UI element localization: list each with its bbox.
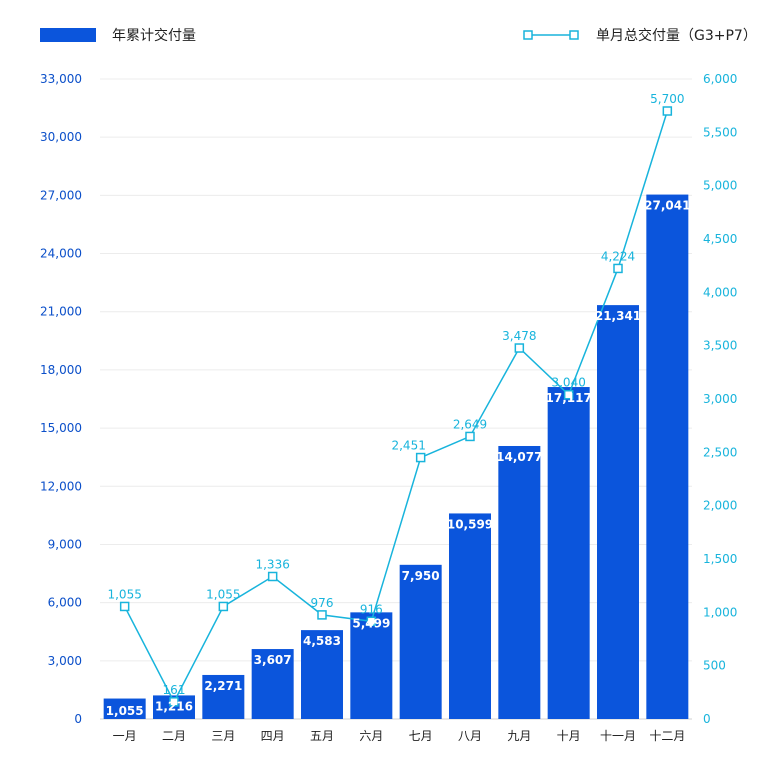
gridlines: [100, 78, 692, 720]
bar-value-label: 4,583: [303, 634, 341, 648]
bar: [202, 674, 245, 719]
line-point: [267, 571, 278, 582]
line-path: [124, 110, 669, 704]
right-y-tick-label: 500: [703, 659, 726, 673]
line-point: [465, 431, 475, 442]
right-y-tick-label: 5,000: [703, 179, 737, 193]
line-point: [218, 601, 229, 612]
left-y-tick-label: 33,000: [40, 72, 82, 86]
line-point: [366, 616, 377, 627]
bar-series: [103, 194, 689, 719]
left-y-tick-label: 12,000: [40, 479, 82, 493]
x-tick-label: 五月: [310, 729, 334, 743]
line-point: [613, 263, 623, 274]
line-value-label: 5,700: [650, 92, 684, 106]
x-tick-label: 四月: [261, 729, 285, 743]
right-y-tick-label: 2,500: [703, 445, 737, 459]
bar: [547, 387, 590, 719]
legend-line-label: 单月总交付量（G3+P7）: [596, 27, 757, 44]
line-value-label: 4,224: [601, 249, 635, 263]
line-value-label: 3,040: [551, 376, 585, 390]
line-value-label: 2,451: [391, 439, 425, 453]
bar: [301, 630, 343, 719]
bar-value-label: 2,271: [204, 679, 242, 693]
legend: 年累计交付量 单月总交付量（G3+P7）: [40, 27, 757, 44]
x-tick-label: 十二月: [649, 729, 685, 743]
line-point: [119, 601, 130, 612]
left-y-tick-label: 3,000: [48, 654, 82, 668]
right-y-tick-label: 2,000: [703, 499, 737, 513]
x-tick-label: 十一月: [600, 729, 636, 743]
bar: [646, 194, 689, 719]
right-y-tick-label: 5,500: [703, 125, 737, 139]
bar: [103, 698, 146, 719]
legend-bar-label: 年累计交付量: [112, 27, 196, 44]
bar-value-label: 10,599: [447, 517, 493, 531]
line-point: [662, 106, 673, 116]
bar-value-label: 14,077: [496, 450, 542, 464]
line-series: 1,055 161 1,055 1,336 976 916 2,451 2,649 3,478 3…: [107, 92, 685, 707]
x-tick-label: 九月: [507, 729, 531, 743]
bar-value-label: 21,341: [595, 309, 641, 323]
line-point: [169, 697, 179, 707]
line-value-label: 2,649: [453, 417, 487, 431]
bar-value-label: 27,041: [644, 199, 690, 213]
line-point: [317, 610, 327, 620]
right-y-tick-label: 4,000: [703, 285, 737, 299]
x-tick-label: 十月: [557, 729, 581, 743]
line-value-label: 1,055: [107, 587, 141, 601]
left-y-tick-label: 15,000: [40, 421, 82, 435]
x-tick-label: 八月: [458, 729, 482, 743]
right-y-tick-label: 0: [703, 712, 711, 726]
left-y-axis: 0 3,000 6,000 9,000 12,000 15,000 18,000 21,000…: [40, 72, 82, 726]
bar-value-label: 17,117: [546, 391, 592, 405]
left-y-tick-label: 18,000: [40, 363, 82, 377]
right-y-tick-label: 3,000: [703, 392, 737, 406]
bar: [350, 612, 393, 719]
left-y-tick-label: 0: [74, 712, 82, 726]
line-value-label: 3,478: [502, 329, 536, 343]
x-tick-label: 七月: [409, 729, 433, 743]
line-value-label: 161: [163, 683, 186, 697]
line-value-label: 976: [311, 596, 334, 610]
bar: [498, 445, 541, 719]
legend-line-marker: [569, 30, 579, 40]
x-tick-label: 二月: [162, 729, 186, 743]
bar: [153, 695, 195, 719]
line-value-label: 1,055: [206, 587, 240, 601]
left-y-tick-label: 27,000: [40, 188, 82, 202]
bar: [399, 564, 442, 719]
right-y-tick-label: 1,500: [703, 552, 737, 566]
bar-value-label: 7,950: [402, 569, 440, 583]
right-y-tick-label: 1,000: [703, 605, 737, 619]
x-tick-label: 三月: [211, 729, 235, 743]
bar-value-label: 1,216: [155, 699, 193, 713]
right-y-tick-label: 4,500: [703, 232, 737, 246]
right-y-tick-label: 3,500: [703, 339, 737, 353]
x-axis: 一月 二月 三月 四月 五月 六月 七月 八月 九月 十月 十一月 十二月: [113, 729, 686, 743]
left-y-tick-label: 6,000: [48, 596, 82, 610]
bar-value-label: 3,607: [254, 653, 292, 667]
left-y-tick-label: 9,000: [48, 537, 82, 551]
x-tick-label: 一月: [113, 729, 137, 743]
line-point: [415, 452, 426, 463]
bar-value-label: 5,499: [352, 616, 390, 630]
line-value-label: 1,336: [255, 557, 289, 571]
bar: [449, 513, 491, 719]
line-point: [563, 389, 574, 400]
left-y-tick-label: 21,000: [40, 305, 82, 319]
left-y-tick-label: 24,000: [40, 247, 82, 261]
bar: [597, 305, 639, 719]
right-y-axis: 0 500 1,000 1,500 2,000 2,500 3,000 3,500 4,000 4…: [703, 72, 737, 726]
line-value-label: 916: [360, 602, 383, 616]
left-y-tick-label: 30,000: [40, 130, 82, 144]
legend-line-marker: [523, 30, 533, 40]
legend-bar-swatch: [40, 28, 96, 42]
right-y-tick-label: 6,000: [703, 72, 737, 86]
x-tick-label: 六月: [359, 729, 383, 743]
bar-value-label: 1,055: [106, 704, 144, 718]
bar: [251, 649, 294, 719]
line-point: [514, 343, 525, 353]
